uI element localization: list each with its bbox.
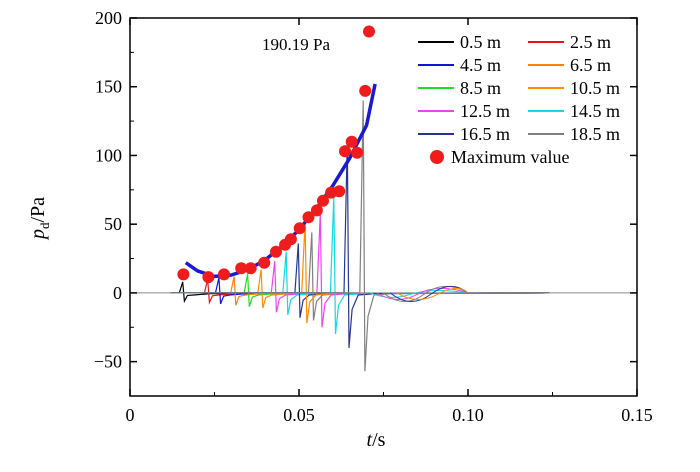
y-tick-label: −50 [94, 352, 122, 372]
max-point [345, 135, 358, 148]
y-tick-label: 100 [95, 145, 122, 165]
max-point [302, 211, 315, 224]
legend-label: Maximum value [451, 147, 569, 167]
trace-tail [369, 290, 469, 298]
legend-label: 18.5 m [570, 124, 620, 144]
y-axis-subscript: d [37, 222, 52, 229]
max-point [351, 146, 364, 159]
trace-line [170, 277, 550, 305]
legend-label: 12.5 m [460, 101, 510, 121]
x-axis-label: t/s [367, 429, 386, 451]
max-point [293, 222, 306, 235]
legend-label: 6.5 m [570, 55, 611, 75]
trace-line [170, 251, 550, 316]
max-point [317, 194, 329, 207]
y-tick-label: 150 [95, 77, 122, 97]
legend-label: 4.5 m [460, 55, 501, 75]
legend-label: 14.5 m [570, 101, 620, 121]
trace-spike [170, 221, 550, 324]
trace-line [170, 273, 550, 307]
axis-ticks: 0 0.05 0.10 0.15 −50 0 50 100 150 200 [94, 8, 653, 425]
max-point [258, 256, 271, 269]
legend-label: 10.5 m [570, 78, 620, 98]
trace-tail [383, 285, 469, 302]
x-tick-label: 0.15 [621, 405, 653, 425]
max-point [333, 185, 346, 198]
max-point [244, 262, 257, 275]
trace-line [170, 276, 550, 306]
legend-label: 0.5 m [460, 32, 501, 52]
peak-annotation: 190.19 Pa [262, 35, 330, 54]
y-tick-label: 50 [104, 214, 122, 234]
max-point [235, 262, 248, 275]
y-tick-label: 200 [95, 8, 122, 28]
trace-spike [170, 100, 550, 372]
trace-line [170, 279, 550, 305]
trace-line [170, 281, 550, 304]
max-point [202, 271, 215, 284]
y-tick-label: 0 [113, 283, 122, 303]
max-point [284, 233, 297, 246]
x-axis-variable: t [367, 429, 373, 451]
pressure-traces [170, 100, 550, 372]
legend-marker [430, 150, 444, 164]
x-axis-unit: /s [372, 429, 386, 451]
legend-label: 8.5 m [460, 78, 501, 98]
trace-tail [396, 287, 469, 300]
maximum-value-points [177, 25, 375, 284]
y-axis-label: pd/Pa [27, 197, 52, 241]
max-point [218, 268, 230, 281]
legend: 0.5 m 2.5 m 4.5 m 6.5 m 8.5 m 10.5 m 12.5 m 14.… [418, 32, 620, 167]
legend-label: 16.5 m [460, 124, 510, 144]
legend-label: 2.5 m [570, 32, 611, 52]
x-tick-label: 0.05 [283, 405, 315, 425]
trace-line [170, 269, 550, 309]
y-axis-variable: p [27, 229, 49, 241]
max-point [177, 268, 190, 281]
plot-frame [129, 17, 638, 397]
x-tick-label: 0 [126, 405, 135, 425]
y-axis-unit: /Pa [27, 197, 49, 223]
max-point [270, 245, 282, 258]
trace-spike [170, 196, 550, 335]
max-point [363, 25, 375, 38]
x-tick-label: 0.10 [452, 405, 484, 425]
trace-spike [170, 213, 550, 328]
max-point [339, 145, 351, 158]
max-point [359, 84, 372, 97]
max-point [310, 204, 323, 217]
trace-tail [389, 285, 469, 302]
